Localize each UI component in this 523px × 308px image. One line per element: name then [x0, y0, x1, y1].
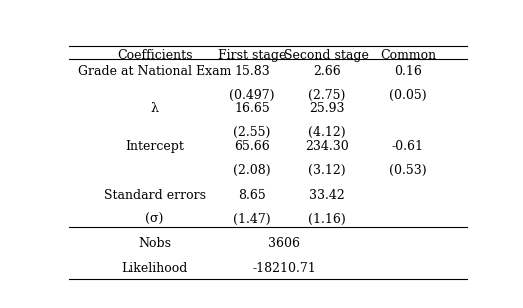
- Text: Second stage: Second stage: [285, 49, 369, 62]
- Text: (σ): (σ): [145, 213, 164, 225]
- Text: (1.16): (1.16): [308, 213, 346, 225]
- Text: 33.42: 33.42: [309, 189, 345, 202]
- Text: 0.16: 0.16: [394, 65, 422, 79]
- Text: (0.53): (0.53): [389, 164, 427, 177]
- Text: (4.12): (4.12): [308, 126, 346, 139]
- Text: 15.83: 15.83: [234, 65, 270, 79]
- Text: 25.93: 25.93: [309, 102, 345, 115]
- Text: 3606: 3606: [268, 237, 300, 250]
- Text: Common: Common: [380, 49, 436, 62]
- Text: (2.08): (2.08): [233, 164, 270, 177]
- Text: (0.497): (0.497): [229, 89, 275, 102]
- Text: Grade at National Exam: Grade at National Exam: [78, 65, 231, 79]
- Text: Likelihood: Likelihood: [121, 262, 188, 275]
- Text: Nobs: Nobs: [138, 237, 171, 250]
- Text: Standard errors: Standard errors: [104, 189, 206, 202]
- Text: (0.05): (0.05): [389, 89, 427, 102]
- Text: Coefficients: Coefficients: [117, 49, 192, 62]
- Text: λ: λ: [151, 102, 158, 115]
- Text: 65.66: 65.66: [234, 140, 270, 153]
- Text: -18210.71: -18210.71: [253, 262, 316, 275]
- Text: First stage: First stage: [218, 49, 286, 62]
- Text: (1.47): (1.47): [233, 213, 270, 225]
- Text: Intercept: Intercept: [125, 140, 184, 153]
- Text: 16.65: 16.65: [234, 102, 270, 115]
- Text: 2.66: 2.66: [313, 65, 340, 79]
- Text: 234.30: 234.30: [305, 140, 349, 153]
- Text: (2.75): (2.75): [308, 89, 346, 102]
- Text: 8.65: 8.65: [238, 189, 266, 202]
- Text: (3.12): (3.12): [308, 164, 346, 177]
- Text: -0.61: -0.61: [392, 140, 424, 153]
- Text: (2.55): (2.55): [233, 126, 270, 139]
